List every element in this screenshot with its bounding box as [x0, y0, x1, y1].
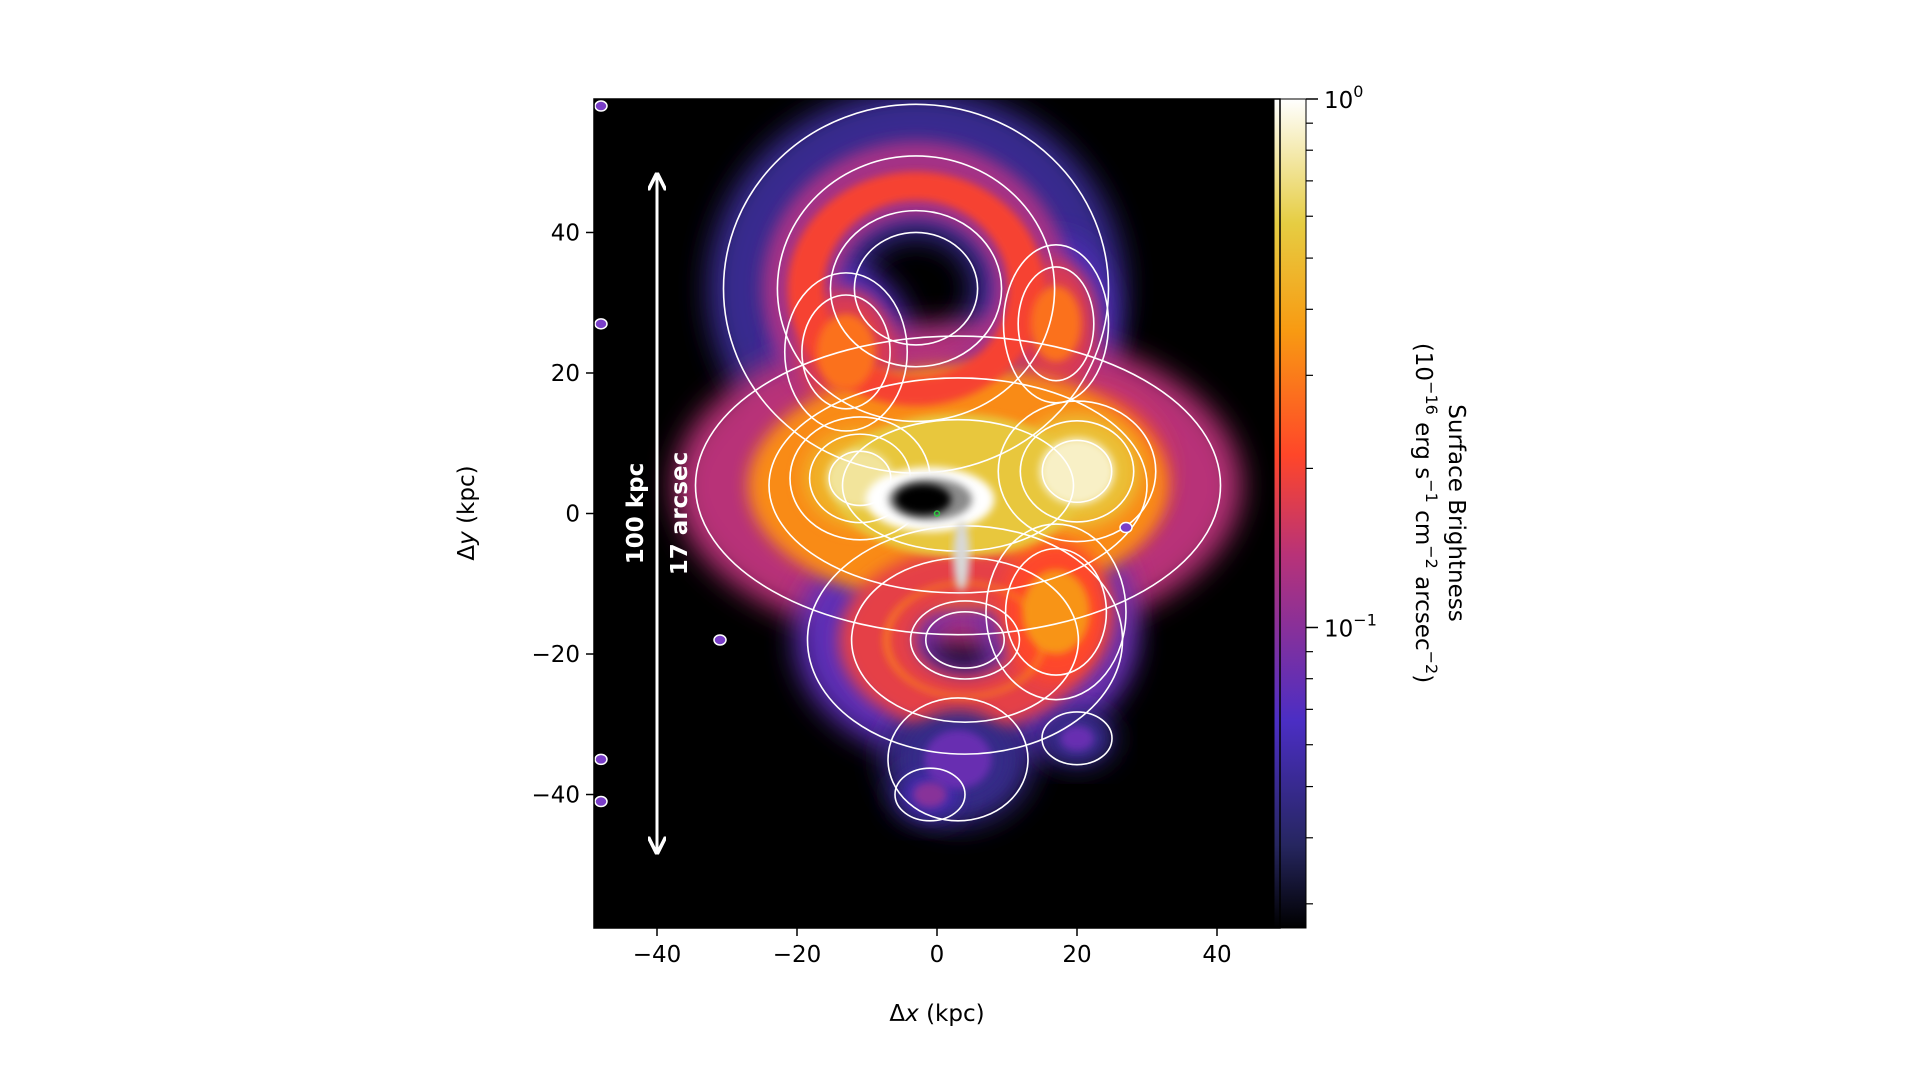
- central-galaxy-core: [895, 483, 951, 515]
- contour-southern-east-lobe-0: [985, 523, 1127, 701]
- contour-inner-southern-loop-1: [909, 600, 1021, 680]
- colorbar-tick-label: 10−1: [1324, 610, 1377, 642]
- image-panel: 100 kpc 17 arcsec: [594, 99, 1280, 928]
- contour-southern-east-lobe-1: [1004, 547, 1108, 676]
- scale-bar-label-kpc: 100 kpc: [623, 463, 649, 564]
- contour-northern-ring-east-arm-1: [1017, 266, 1095, 382]
- contour-central-bar-east-peak-1: [1019, 419, 1135, 523]
- x-tick-label: −20: [773, 942, 822, 968]
- point-source: [594, 753, 608, 766]
- nucleus-marker: [933, 510, 941, 517]
- central-bar-east-peak-core: [1039, 437, 1115, 506]
- colorbar-frame: [1273, 98, 1307, 929]
- contour-northern-ring-1: [776, 155, 1056, 423]
- x-tick-label: 40: [1202, 942, 1231, 968]
- scale-bar: 100 kpc 17 arcsec: [623, 176, 693, 850]
- contour-southern-tail-0: [887, 697, 1029, 822]
- x-tick-label: −40: [633, 942, 682, 968]
- colorbar-gradient: [1274, 99, 1306, 928]
- y-tick-label: 20: [551, 361, 580, 387]
- x-axis-label: Δx (kpc): [889, 1001, 984, 1027]
- colorbar-ticks: 100 10−1: [1306, 82, 1377, 905]
- contour-central-bar-1: [768, 377, 1148, 594]
- y-tick-label: 40: [551, 220, 580, 246]
- southern-tail-core: [924, 729, 992, 789]
- colorbar-tick-label: 100: [1324, 82, 1363, 114]
- y-axis-ticks: −40 −20 0 20 40: [531, 220, 594, 809]
- y-tick-label: −20: [531, 642, 580, 668]
- point-source: [594, 318, 608, 330]
- point-source: [594, 795, 608, 808]
- contour-layer: [694, 103, 1222, 822]
- x-axis-ticks: −40 −20 0 20 40: [633, 928, 1232, 968]
- point-source: [1119, 521, 1133, 534]
- galaxy-layer: [594, 100, 1133, 808]
- southern-clump-core: [913, 781, 947, 808]
- colorbar-label-line1: Surface Brightness: [1443, 404, 1469, 621]
- contour-central-bar-0: [694, 335, 1222, 636]
- colorbar-label-line2: (10−16 erg s−1 cm−2 arcsec−2): [1410, 343, 1441, 683]
- scale-bar-label-arcsec: 17 arcsec: [667, 452, 693, 575]
- y-axis-label: Δy (kpc): [454, 465, 480, 560]
- contour-northern-ring-west-arm-0: [783, 272, 909, 432]
- northern-ring-west-arm-core: [816, 313, 876, 390]
- y-tick-label: −40: [531, 783, 580, 809]
- eastern-clump-core: [1060, 725, 1094, 751]
- x-tick-label: 0: [930, 942, 945, 968]
- colorbar: 100 10−1 Surface Brightness (10−16 erg s−…: [1273, 82, 1469, 929]
- contour-northern-ring-west-arm-1: [801, 294, 891, 410]
- contour-central-bar-east-peak-2: [1041, 439, 1113, 504]
- contour-inner-northern-ring-1: [829, 209, 1003, 368]
- contour-southern-clump-0: [894, 767, 966, 822]
- contour-eastern-clump-0: [1041, 711, 1113, 766]
- southern-east-lobe-core: [1022, 569, 1090, 655]
- galaxy-tail: [953, 520, 970, 591]
- contour-inner-northern-ring-0: [853, 231, 979, 346]
- x-tick-label: 20: [1062, 942, 1091, 968]
- axes: −40 −20 0 20 40 −40 −20 0 20 40 Δx (kpc) Δy (kpc…: [454, 98, 1281, 1027]
- contour-inner-southern-loop-0: [924, 611, 1005, 669]
- y-tick-label: 0: [565, 502, 580, 528]
- point-source: [713, 634, 727, 646]
- point-source: [594, 100, 608, 112]
